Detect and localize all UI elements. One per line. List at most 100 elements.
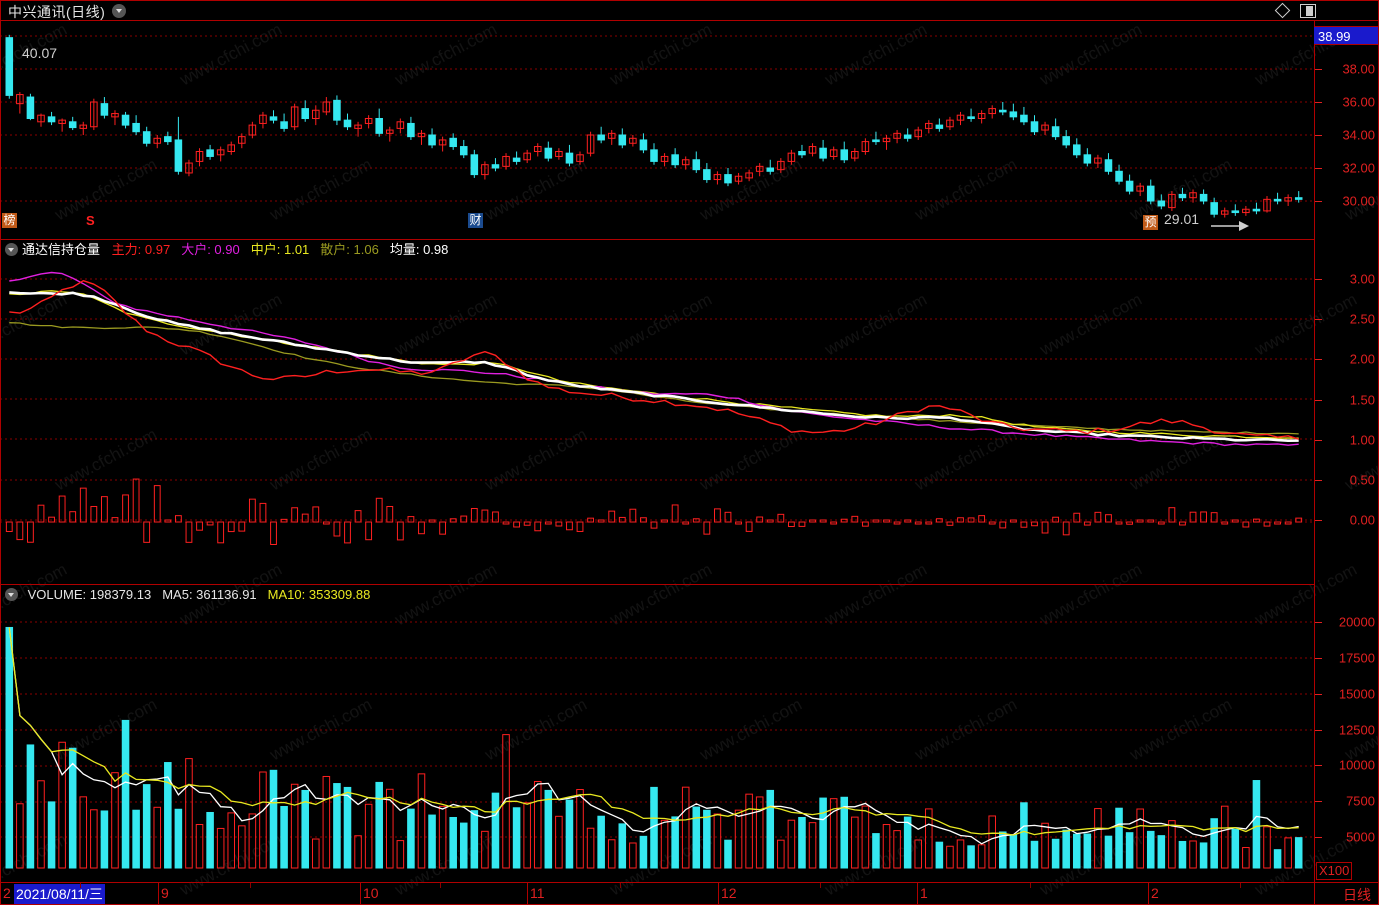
indicator-legend-2: 中户: 1.01 [251, 242, 310, 257]
volume-panel[interactable]: VOLUME: 198379.13 MA5: 361136.91 MA10: 353… [0, 585, 1314, 882]
page-title: 中兴通讯(日线) [8, 4, 106, 20]
volume-legend-2: MA10: 353309.88 [268, 587, 371, 602]
axis-tick-mark [1315, 729, 1322, 731]
indicator-legend-label-1: 大户 [181, 242, 208, 257]
indicator-name: 通达信持仓量 [22, 242, 101, 257]
date-axis-tick: 1 [920, 885, 928, 901]
axis-tick: 10000 [1338, 757, 1375, 773]
axis-tick: 3.00 [1349, 271, 1375, 287]
date-axis-tick: 11 [530, 885, 545, 901]
axis-tick-mark [1315, 279, 1322, 280]
date-axis-separator [360, 883, 361, 905]
axis-tick: 12500 [1338, 722, 1375, 737]
volume-legend-label-2: MA10: [267, 587, 306, 602]
date-axis-minor-tick [80, 883, 81, 888]
indicator-panel-header: 通达信持仓量 主力: 0.97 大户: 0.90 中户: 1.01 散户: 1.06 均… [0, 240, 451, 259]
axis-tick: 34.00 [1342, 127, 1375, 143]
axis-tick: 30.00 [1342, 193, 1375, 209]
axis-tick: 38.00 [1342, 61, 1375, 77]
axis-tick-mark [1315, 837, 1322, 838]
axis-tick-mark [1315, 102, 1322, 103]
axis-tick-mark [1315, 657, 1322, 659]
date-axis-minor-tick [1240, 883, 1241, 888]
volume-legend-value-1: 361136.91 [192, 587, 257, 602]
date-axis-minor-tick [820, 883, 821, 888]
indicator-axis: 3.00 2.50 2.00 1.50 1.00 0.50 0.00 [1314, 240, 1379, 585]
indicator-legend-value-3: : 1.06 [346, 242, 379, 257]
date-axis-separator [1148, 883, 1149, 905]
indicator-legend-label-4: 均量 [389, 242, 416, 257]
axis-tick-mark [1315, 765, 1322, 767]
axis-tick-mark [1315, 69, 1322, 70]
axis-tick: 20000 [1338, 614, 1375, 630]
date-axis-left-index: 2 [3, 885, 11, 901]
date-axis-separator [527, 883, 528, 905]
indicator-legend-0: 主力: 0.97 [112, 242, 171, 257]
volume-legend-label-0: VOLUME: [27, 587, 87, 602]
period-label[interactable]: 日线 [1343, 887, 1371, 903]
axis-tick-mark [1315, 439, 1322, 441]
volume-panel-header: VOLUME: 198379.13 MA5: 361136.91 MA10: 353… [0, 585, 373, 604]
chevron-down-circle-icon[interactable] [112, 4, 126, 18]
axis-tick: 1.00 [1349, 432, 1375, 448]
rank-marker[interactable]: 榜 [2, 213, 17, 228]
axis-tick: 2.50 [1349, 311, 1375, 327]
volume-legend-label-1: MA5: [162, 587, 193, 602]
axis-tick: 1.50 [1349, 392, 1375, 407]
axis-tick: 5000 [1346, 829, 1375, 845]
axis-tick-mark [1315, 168, 1322, 169]
date-axis-tick: 9 [161, 885, 169, 901]
axis-tick: 0.50 [1349, 472, 1375, 488]
date-axis-separator [917, 883, 918, 905]
axis-tick-mark [1315, 201, 1322, 202]
date-axis-separator [718, 883, 719, 905]
split-pane-icon[interactable] [1300, 4, 1316, 18]
date-axis-tick: 2 [1151, 885, 1159, 901]
position-indicator-panel[interactable]: 通达信持仓量 主力: 0.97 大户: 0.90 中户: 1.01 散户: 1.06 均… [0, 240, 1314, 585]
axis-tick-mark [1315, 479, 1322, 481]
indicator-legend-4: 均量: 0.98 [390, 242, 449, 257]
price-chart-panel[interactable]: 40.07 榜 S 财 预 29.01 [0, 21, 1314, 240]
indicator-legend-label-0: 主力 [111, 242, 138, 257]
date-axis-minor-tick [250, 883, 251, 888]
date-axis-minor-tick [440, 883, 441, 888]
volume-axis: 20000 17500 15000 12500 10000 7500 5000 [1314, 585, 1379, 882]
indicator-legend-label-2: 中户 [250, 242, 277, 257]
volume-legend-1: MA5: 361136.91 [162, 587, 256, 602]
sell-signal-marker: S [86, 213, 95, 228]
forecast-price-label: 29.01 [1164, 211, 1200, 227]
axis-tick-mark [1315, 693, 1322, 695]
selected-date-label: 2021/08/11/三 [14, 884, 105, 904]
volume-legend-value-2: 353309.88 [305, 587, 371, 602]
volume-legend-0: VOLUME: 198379.13 [28, 587, 152, 602]
forecast-arrow-icon [1211, 221, 1249, 231]
axis-tick-mark [1315, 399, 1322, 401]
axis-tick-mark [1315, 801, 1322, 803]
axis-tick-mark [1315, 359, 1322, 361]
date-axis-separator [158, 883, 159, 905]
forecast-marker[interactable]: 预 [1143, 215, 1158, 230]
indicator-legend-3: 散户: 1.06 [320, 242, 379, 257]
volume-legend-value-0: 198379.13 [86, 587, 152, 602]
volume-unit-label: X100 [1316, 862, 1353, 880]
indicator-legend-value-0: : 0.97 [137, 242, 171, 257]
axis-tick-mark [1315, 135, 1322, 136]
date-axis[interactable]: 2 2021/08/11/三 日线 9 10 11 12 1 2 [0, 882, 1379, 905]
axis-tick-mark [1315, 622, 1322, 623]
chevron-down-circle-icon[interactable] [5, 588, 18, 601]
axis-tick: 7500 [1346, 793, 1375, 809]
diamond-icon[interactable] [1274, 2, 1291, 19]
chevron-down-circle-icon[interactable] [5, 243, 18, 256]
axis-tick: 0.00 [1349, 512, 1375, 528]
indicator-legend-1: 大户: 0.90 [181, 242, 240, 257]
axis-tick: 32.00 [1342, 160, 1375, 176]
finance-marker[interactable]: 财 [468, 213, 483, 228]
high-price-label: 40.07 [22, 45, 58, 61]
indicator-legend-label-3: 散户 [320, 242, 347, 257]
date-axis-tick: 12 [721, 885, 737, 901]
date-axis-separator-right [1314, 883, 1315, 905]
indicator-legend-value-1: : 0.90 [207, 242, 240, 257]
date-axis-tick: 10 [363, 885, 379, 901]
